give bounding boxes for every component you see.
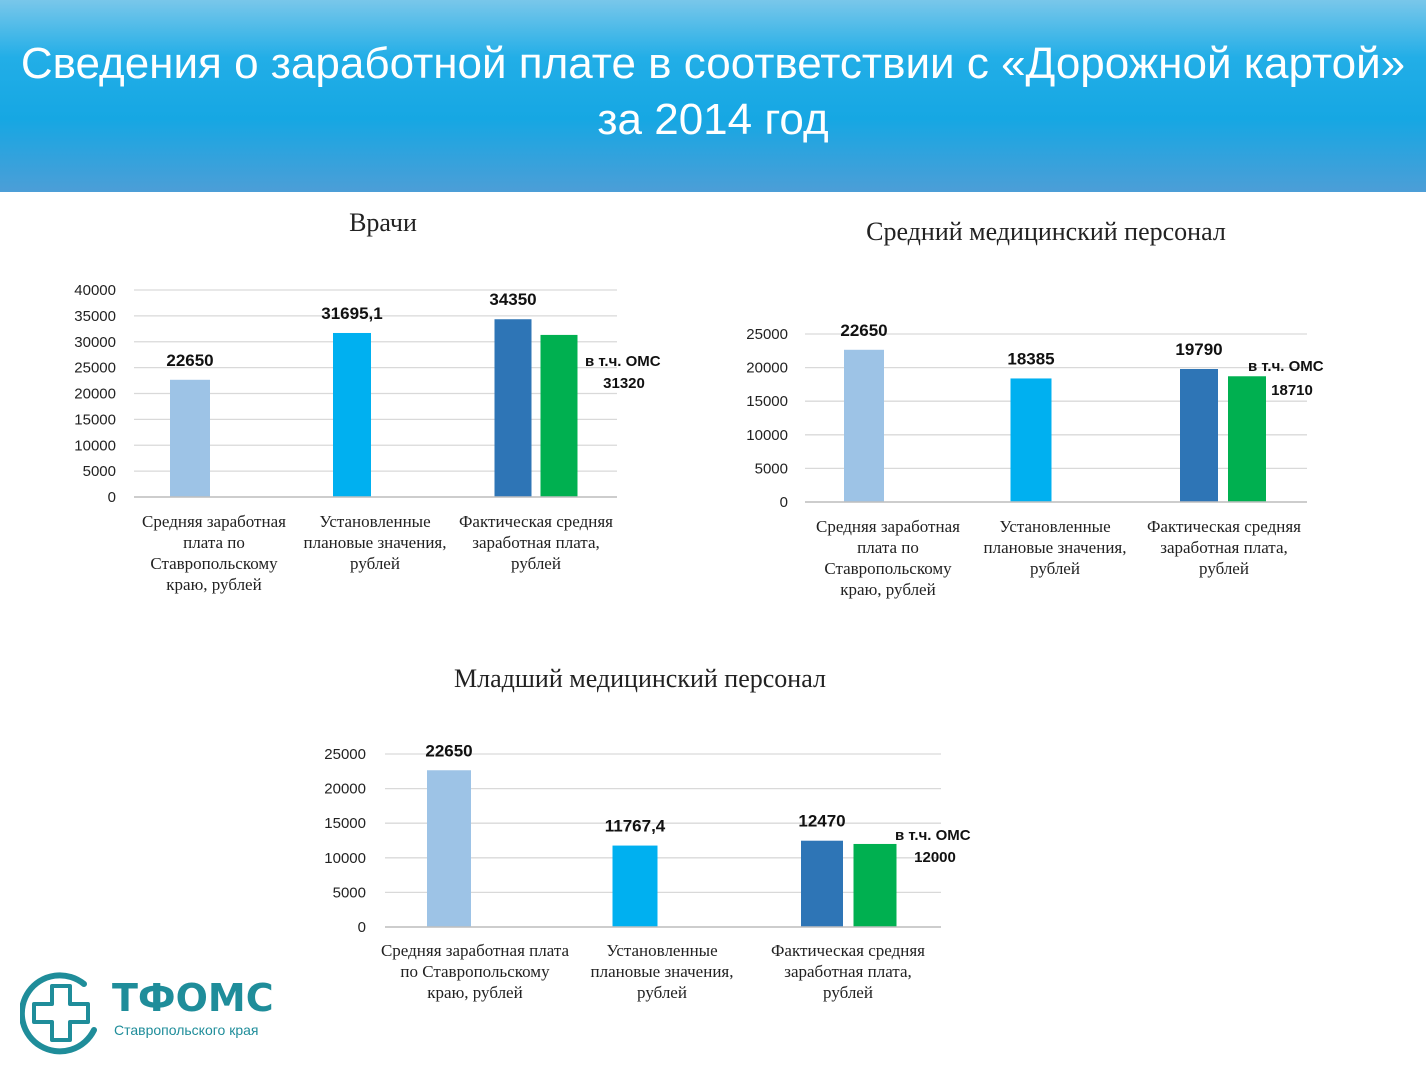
y-tick-label: 25000 [746, 326, 788, 343]
data-label: 22650 [425, 741, 472, 760]
bar [494, 319, 532, 497]
category-label: Фактическая средняя заработная плата, ру… [771, 941, 925, 1002]
oms-note-label: в т.ч. ОМС [1248, 358, 1324, 375]
y-tick-label: 35000 [74, 308, 116, 325]
y-tick-label: 30000 [74, 334, 116, 351]
medical-cross-icon [20, 972, 97, 1055]
y-tick-label: 0 [108, 489, 116, 506]
bar-oms [540, 334, 578, 497]
data-label: 11767,4 [605, 817, 666, 836]
bar [612, 845, 658, 927]
y-tick-label: 5000 [83, 463, 116, 480]
bar [170, 379, 210, 497]
y-tick-label: 15000 [74, 411, 116, 428]
y-tick-label: 15000 [324, 815, 366, 832]
data-label: 34350 [489, 290, 536, 309]
y-tick-label: 10000 [324, 850, 366, 867]
y-tick-label: 0 [780, 494, 788, 511]
oms-note-label: в т.ч. ОМС [585, 353, 661, 370]
bar [801, 840, 843, 927]
category-label: Средняя заработная плата по Ставропольск… [816, 517, 960, 599]
category-label: Установленные плановые значения, рублей [983, 517, 1127, 578]
data-label: 22650 [166, 351, 213, 370]
y-tick-label: 5000 [333, 884, 366, 901]
y-tick-label: 10000 [74, 437, 116, 454]
data-label: 22650 [840, 321, 887, 340]
category-label: Фактическая средняя заработная плата, ру… [1147, 517, 1301, 578]
logo-name: ТФОМС [112, 976, 274, 1020]
data-label: 12470 [798, 812, 845, 831]
bar-oms [1228, 376, 1266, 502]
bar [844, 349, 884, 502]
bar [1010, 378, 1052, 502]
y-tick-label: 20000 [324, 781, 366, 798]
bar [333, 332, 371, 497]
category-label: Фактическая средняя заработная плата, ру… [459, 512, 613, 573]
bar [427, 770, 471, 927]
category-label: Установленные плановые значения, рублей [303, 512, 447, 573]
data-label: 18385 [1007, 349, 1054, 368]
category-label: Средняя заработная плата по Ставропольск… [380, 941, 570, 1002]
y-tick-label: 20000 [74, 386, 116, 403]
y-tick-label: 15000 [746, 393, 788, 410]
data-label: 31695,1 [321, 304, 382, 323]
y-tick-label: 40000 [74, 282, 116, 299]
category-label: Установленные плановые значения, рублей [590, 941, 734, 1002]
oms-note-value: 18710 [1271, 382, 1313, 399]
tfoms-logo: ТФОМС Ставропольского края [20, 972, 274, 1057]
bar-oms [853, 843, 897, 927]
chart-title-doctors: Врачи [349, 208, 417, 237]
page-title: Сведения о заработной плате в соответств… [20, 39, 1406, 144]
y-tick-label: 10000 [746, 427, 788, 444]
data-label: 19790 [1175, 340, 1222, 359]
y-tick-label: 5000 [755, 460, 788, 477]
oms-note-value: 12000 [914, 849, 956, 866]
header-banner: Сведения о заработной плате в соответств… [0, 0, 1426, 192]
bar [1180, 369, 1218, 502]
logo-subtitle: Ставропольского края [114, 1022, 259, 1038]
oms-note-value: 31320 [603, 375, 645, 392]
chart-title-nurses: Средний медицинский персонал [866, 217, 1226, 246]
y-tick-label: 25000 [324, 746, 366, 763]
chart-title-junior-staff: Младший медицинский персонал [454, 664, 826, 693]
oms-note-label: в т.ч. ОМС [895, 827, 971, 844]
y-tick-label: 0 [358, 919, 366, 936]
y-tick-label: 25000 [74, 360, 116, 377]
category-label: Средняя заработная плата по Ставропольск… [142, 512, 286, 594]
y-tick-label: 20000 [746, 360, 788, 377]
